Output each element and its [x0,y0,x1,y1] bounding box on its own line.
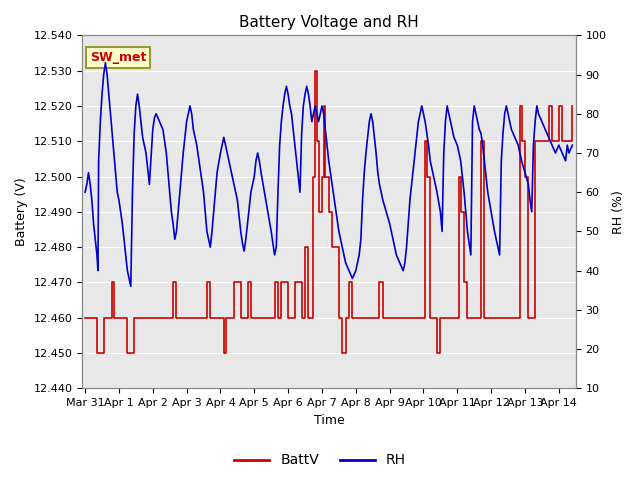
Legend: BattV, RH: BattV, RH [229,448,411,473]
Title: Battery Voltage and RH: Battery Voltage and RH [239,15,419,30]
X-axis label: Time: Time [314,414,344,427]
Y-axis label: Battery (V): Battery (V) [15,178,28,246]
Y-axis label: RH (%): RH (%) [612,190,625,234]
Text: SW_met: SW_met [90,51,146,64]
